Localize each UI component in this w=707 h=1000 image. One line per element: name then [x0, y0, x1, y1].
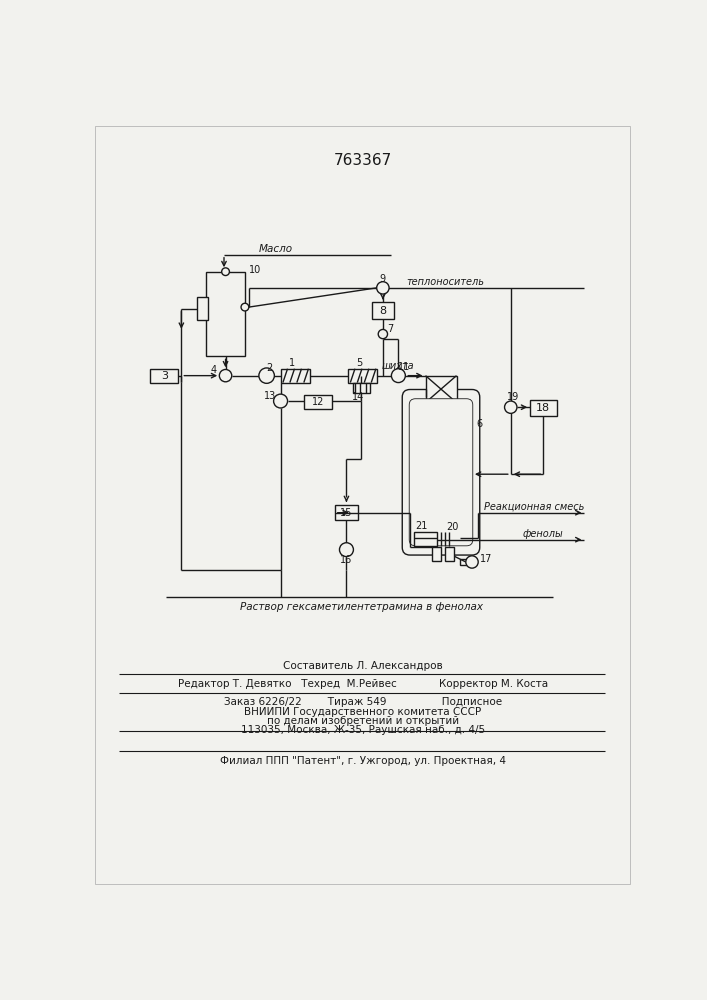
Text: ВНИИПИ Государственного комитета СССР: ВНИИПИ Государственного комитета СССР [244, 707, 481, 717]
Text: 113035, Москва, Ж-35, Раушская наб., д. 4/5: 113035, Москва, Ж-35, Раушская наб., д. … [240, 725, 485, 735]
Text: 12: 12 [312, 397, 324, 407]
Text: 6: 6 [477, 419, 483, 429]
Bar [432, 547, 441, 561]
Text: 13: 13 [264, 391, 276, 401]
Text: 16: 16 [340, 555, 353, 565]
Circle shape [392, 369, 405, 383]
Circle shape [219, 369, 232, 382]
Text: 763367: 763367 [334, 153, 392, 168]
Circle shape [222, 268, 230, 276]
Bar [348, 369, 378, 383]
Bar [335, 505, 358, 520]
Text: шихта: шихта [381, 361, 414, 371]
Text: 3: 3 [160, 371, 168, 381]
Bar [530, 400, 557, 416]
Circle shape [274, 394, 288, 408]
Text: 19: 19 [507, 392, 519, 402]
Bar [281, 369, 310, 383]
Text: Масло: Масло [259, 244, 293, 254]
Text: 2: 2 [266, 363, 272, 373]
FancyBboxPatch shape [409, 399, 473, 546]
Bar [197, 297, 208, 320]
Text: Реакционная смесь: Реакционная смесь [484, 502, 584, 512]
Text: теплоноситель: теплоноситель [406, 277, 484, 287]
Bar [353, 383, 370, 393]
Text: Заказ 6226/22        Тираж 549                 Подписное: Заказ 6226/22 Тираж 549 Подписное [223, 697, 502, 707]
Text: по делам изобретений и открытий: по делам изобретений и открытий [267, 716, 459, 726]
Text: 10: 10 [249, 265, 261, 275]
Text: 21: 21 [416, 521, 428, 531]
Text: 20: 20 [446, 522, 459, 532]
Bar [414, 532, 437, 546]
Circle shape [378, 329, 387, 339]
Text: 17: 17 [480, 554, 492, 564]
Bar [151, 369, 178, 383]
Circle shape [466, 556, 478, 568]
Circle shape [505, 401, 517, 413]
Text: 8: 8 [380, 306, 387, 316]
Circle shape [241, 303, 249, 311]
Bar [304, 395, 332, 409]
FancyBboxPatch shape [402, 389, 480, 555]
Circle shape [339, 543, 354, 557]
Bar [460, 559, 469, 565]
Text: 9: 9 [380, 274, 386, 284]
Bar [206, 272, 245, 356]
Text: Филиал ППП "Патент", г. Ужгород, ул. Проектная, 4: Филиал ППП "Патент", г. Ужгород, ул. Про… [220, 756, 506, 766]
Text: Составитель Л. Александров: Составитель Л. Александров [283, 661, 443, 671]
Bar [372, 302, 394, 319]
Circle shape [259, 368, 274, 383]
Text: фенолы: фенолы [522, 529, 563, 539]
Circle shape [377, 282, 389, 294]
Text: 15: 15 [340, 508, 353, 518]
Text: 14: 14 [352, 392, 364, 402]
Text: 7: 7 [387, 324, 394, 334]
Bar [445, 547, 454, 561]
Text: 11: 11 [397, 362, 410, 372]
Text: Раствор гексаметилентетрамина в фенолах: Раствор гексаметилентетрамина в фенолах [240, 602, 484, 612]
Text: Редактор Т. Девятко   Техред  М.Рейвес             Корректор М. Коста: Редактор Т. Девятко Техред М.Рейвес Корр… [177, 679, 548, 689]
Text: 1: 1 [289, 358, 296, 368]
Text: 5: 5 [356, 358, 363, 368]
Text: 4: 4 [211, 365, 217, 375]
Bar [426, 376, 457, 403]
Text: 18: 18 [536, 403, 550, 413]
